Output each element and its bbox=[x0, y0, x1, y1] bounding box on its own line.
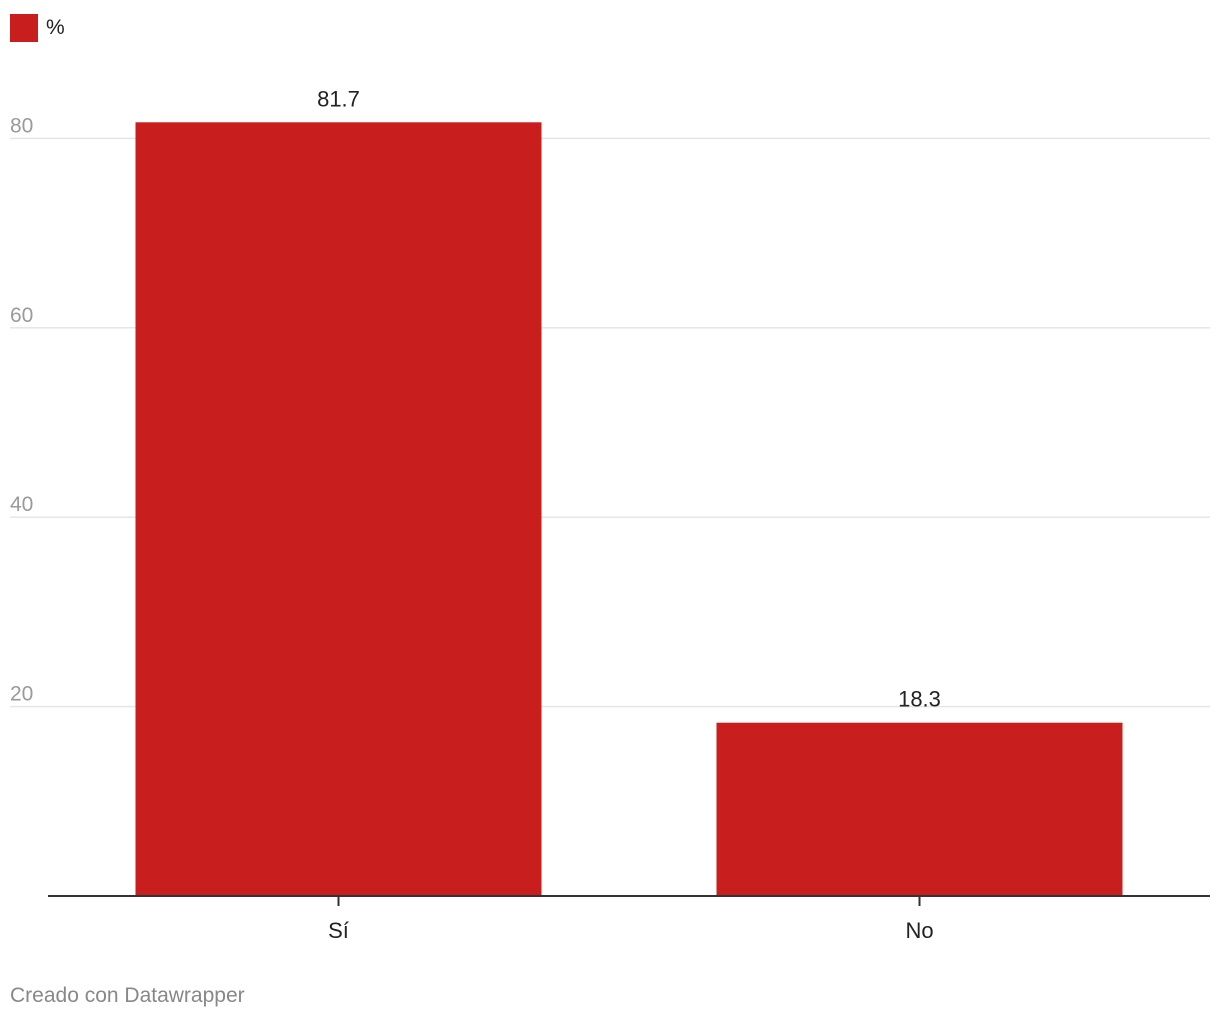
footer-credit: Creado con Datawrapper bbox=[10, 984, 245, 1007]
bars-layer bbox=[135, 122, 1123, 896]
legend-label: % bbox=[46, 16, 65, 39]
y-tick-label: 60 bbox=[10, 304, 33, 327]
y-tick-label: 20 bbox=[10, 683, 33, 706]
legend-swatch bbox=[10, 14, 38, 42]
data-label: 81.7 bbox=[317, 86, 360, 111]
x-tick-label: Sí bbox=[328, 918, 349, 943]
y-tick-label: 40 bbox=[10, 493, 33, 516]
bar-2 bbox=[716, 722, 1123, 896]
axis-layer bbox=[48, 895, 1210, 906]
x-tick-label: No bbox=[905, 918, 933, 943]
y-tick-label: 80 bbox=[10, 114, 33, 137]
labels-layer: 81.7 Sí 18.3 No bbox=[317, 86, 941, 943]
data-label: 18.3 bbox=[898, 687, 941, 712]
bar-1 bbox=[135, 122, 542, 896]
legend: % bbox=[10, 14, 65, 42]
